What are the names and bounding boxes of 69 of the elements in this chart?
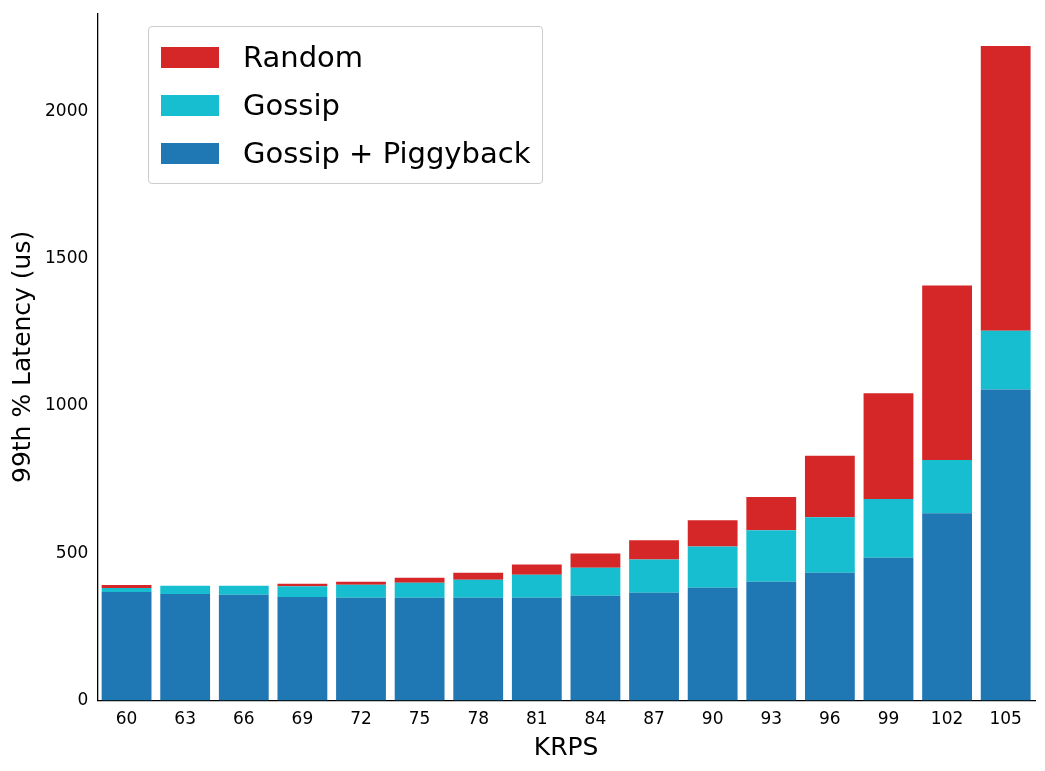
legend-label: Gossip [243,88,340,122]
bar [687,587,738,701]
x-tick-label: 90 [701,708,724,729]
bar [453,579,504,598]
bar [218,594,269,701]
bar [336,581,386,585]
bar [629,592,679,701]
x-tick-label: 63 [174,708,196,729]
bar [804,517,855,573]
y-axis-title: 99th % Latency (us) [6,230,36,484]
bar [570,567,621,596]
x-tick-label: 78 [467,708,490,729]
bar [277,596,328,701]
bar [218,585,269,595]
bar [101,591,152,701]
bar [394,597,445,701]
bar [511,564,562,575]
bar [746,497,797,531]
bar [511,574,562,598]
bar [277,586,328,597]
bar [687,546,738,588]
y-tick-label: 1500 [45,247,89,268]
x-tick-label: 102 [930,708,964,729]
bar [922,459,972,514]
bar [687,520,738,547]
bar [980,389,1031,701]
bar [453,597,504,701]
bar [629,559,679,593]
bar [863,393,914,500]
bar [394,577,445,583]
x-tick-label: 66 [232,708,255,729]
bar [922,513,972,701]
bar [629,540,679,560]
bar [863,499,914,558]
bar [804,572,855,701]
bar [511,597,562,701]
y-tick-label: 1000 [45,394,89,415]
bar [863,557,914,701]
legend-label: Gossip + Piggyback [243,136,531,170]
x-tick-label: 93 [760,708,783,729]
bar [922,285,972,460]
legend-label: Random [243,40,364,74]
bar [980,330,1031,390]
bar [570,595,621,701]
x-tick-label: 72 [350,708,372,729]
x-tick-label: 84 [584,708,607,729]
x-tick-label: 99 [877,708,900,729]
y-tick-label: 500 [55,541,89,562]
bar [160,593,211,701]
bar [746,581,797,701]
bar [746,530,797,582]
x-tick-label: 105 [989,708,1022,729]
bar [453,572,504,580]
x-tick-label: 60 [115,708,138,729]
x-tick-label: 96 [819,708,841,729]
bar [570,553,621,568]
x-tick-label: 81 [526,708,548,729]
y-tick-label: 2000 [45,99,89,120]
y-tick-label: 0 [77,689,89,710]
bar [336,597,386,701]
bar [160,585,211,594]
x-tick-label: 69 [291,708,314,729]
x-tick-label: 75 [408,708,431,729]
bar [394,582,445,598]
bar [980,45,1031,331]
x-axis-title: KRPS [533,731,599,761]
bar [804,455,855,518]
x-tick-label: 87 [643,708,665,729]
bar [336,584,386,598]
